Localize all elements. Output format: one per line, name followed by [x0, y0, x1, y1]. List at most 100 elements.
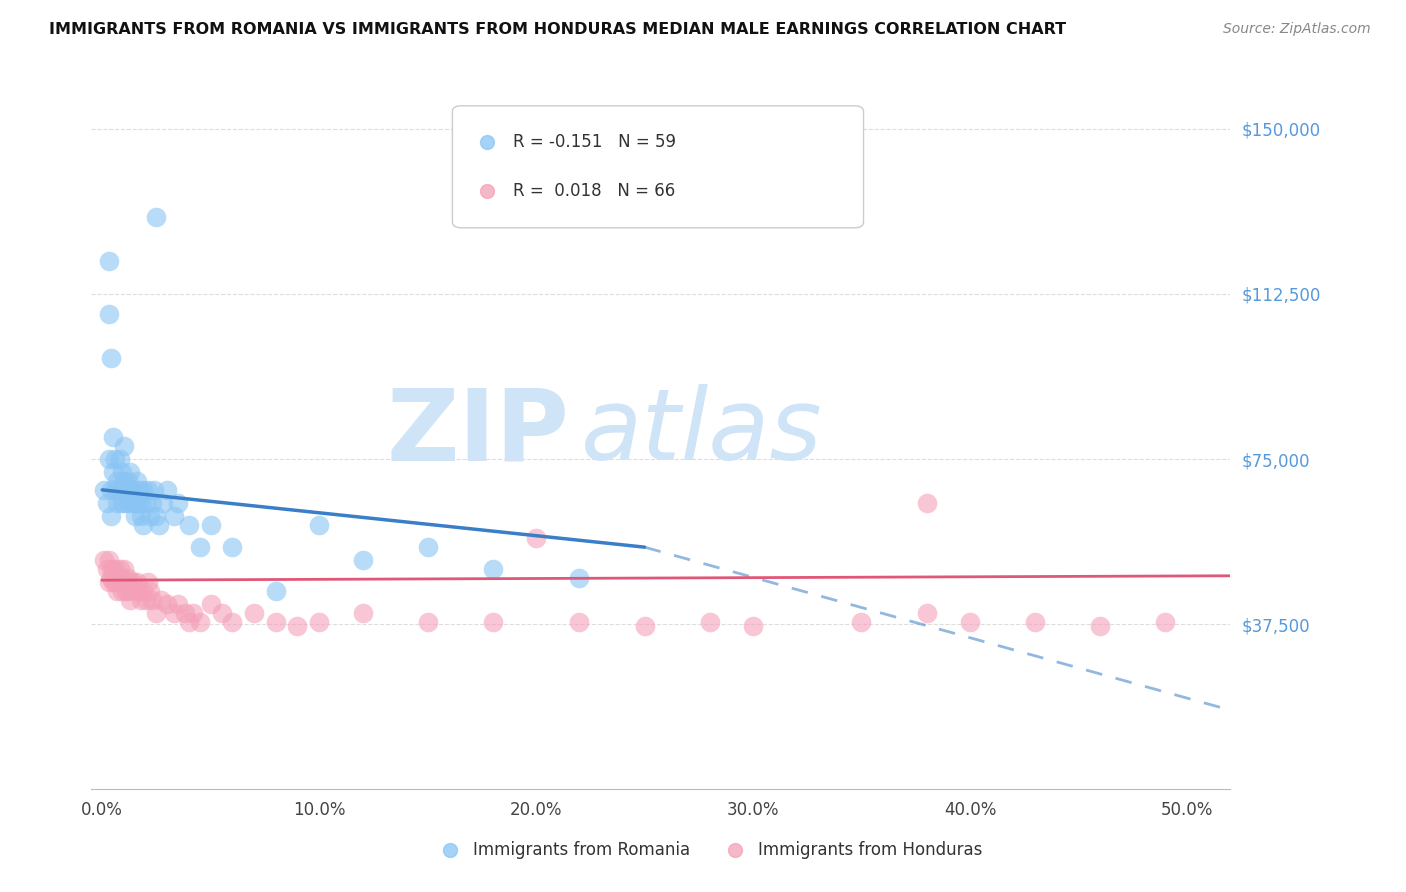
- Point: [104, 562, 127, 576]
- Point: [177, 615, 200, 629]
- Point: [352, 606, 374, 620]
- Point: [104, 575, 127, 590]
- Text: Immigrants from Honduras: Immigrants from Honduras: [758, 841, 981, 859]
- Point: [117, 474, 139, 488]
- Point: [352, 553, 374, 567]
- Point: [959, 615, 981, 629]
- Point: [173, 606, 195, 620]
- FancyBboxPatch shape: [453, 106, 863, 227]
- Point: [128, 584, 150, 599]
- Point: [149, 593, 172, 607]
- Text: Immigrants from Romania: Immigrants from Romania: [472, 841, 690, 859]
- Point: [112, 575, 135, 590]
- Point: [167, 598, 190, 612]
- Point: [129, 509, 152, 524]
- Point: [125, 474, 148, 488]
- Point: [145, 606, 167, 620]
- Point: [568, 571, 591, 585]
- Point: [177, 518, 200, 533]
- Point: [308, 615, 330, 629]
- Point: [101, 465, 124, 479]
- Point: [264, 584, 287, 599]
- Point: [121, 483, 143, 497]
- Point: [188, 540, 211, 554]
- Text: Source: ZipAtlas.com: Source: ZipAtlas.com: [1223, 22, 1371, 37]
- Point: [97, 307, 120, 321]
- Point: [132, 518, 155, 533]
- Text: IMMIGRANTS FROM ROMANIA VS IMMIGRANTS FROM HONDURAS MEDIAN MALE EARNINGS CORRELA: IMMIGRANTS FROM ROMANIA VS IMMIGRANTS FR…: [49, 22, 1066, 37]
- Point: [125, 575, 148, 590]
- Point: [132, 483, 155, 497]
- Point: [308, 518, 330, 533]
- Point: [132, 584, 155, 599]
- Point: [633, 619, 655, 633]
- Point: [183, 606, 205, 620]
- Point: [135, 496, 157, 510]
- Point: [163, 509, 186, 524]
- Point: [167, 496, 190, 510]
- Point: [117, 496, 139, 510]
- Point: [188, 615, 211, 629]
- Point: [108, 483, 131, 497]
- Point: [117, 584, 139, 599]
- Point: [101, 575, 124, 590]
- Point: [915, 606, 938, 620]
- Point: [481, 615, 503, 629]
- Point: [96, 562, 118, 576]
- Point: [844, 782, 866, 797]
- Point: [100, 562, 122, 576]
- Point: [107, 474, 129, 488]
- Point: [97, 253, 120, 268]
- Point: [200, 518, 222, 533]
- Point: [117, 571, 139, 585]
- Text: atlas: atlas: [581, 384, 823, 481]
- Text: ZIP: ZIP: [387, 384, 569, 481]
- Point: [143, 483, 166, 497]
- Point: [163, 606, 186, 620]
- Point: [136, 575, 159, 590]
- Point: [111, 584, 134, 599]
- Point: [135, 593, 157, 607]
- Point: [416, 615, 439, 629]
- Point: [115, 575, 138, 590]
- Point: [129, 496, 152, 510]
- Point: [524, 532, 547, 546]
- Point: [101, 430, 124, 444]
- Point: [156, 598, 179, 612]
- Point: [124, 496, 146, 510]
- Point: [112, 439, 135, 453]
- Point: [108, 575, 131, 590]
- Point: [128, 483, 150, 497]
- Point: [129, 593, 152, 607]
- Point: [243, 606, 266, 620]
- Point: [211, 606, 233, 620]
- Point: [1024, 615, 1046, 629]
- Point: [112, 474, 135, 488]
- Point: [416, 540, 439, 554]
- Point: [1088, 619, 1111, 633]
- Point: [93, 483, 115, 497]
- Point: [141, 496, 163, 510]
- Point: [100, 571, 122, 585]
- Point: [100, 351, 122, 365]
- Point: [124, 584, 146, 599]
- Point: [148, 518, 170, 533]
- Point: [108, 562, 131, 576]
- Point: [100, 483, 122, 497]
- Point: [100, 509, 122, 524]
- Point: [568, 615, 591, 629]
- Point: [120, 575, 142, 590]
- Point: [221, 540, 243, 554]
- Point: [152, 496, 174, 510]
- Point: [145, 210, 167, 224]
- Point: [104, 452, 127, 467]
- Point: [97, 553, 120, 567]
- Point: [120, 465, 142, 479]
- Point: [287, 619, 309, 633]
- Point: [915, 496, 938, 510]
- Point: [699, 615, 721, 629]
- Point: [115, 584, 138, 599]
- Text: R = -0.151   N = 59: R = -0.151 N = 59: [513, 134, 676, 152]
- Point: [108, 452, 131, 467]
- Point: [136, 483, 159, 497]
